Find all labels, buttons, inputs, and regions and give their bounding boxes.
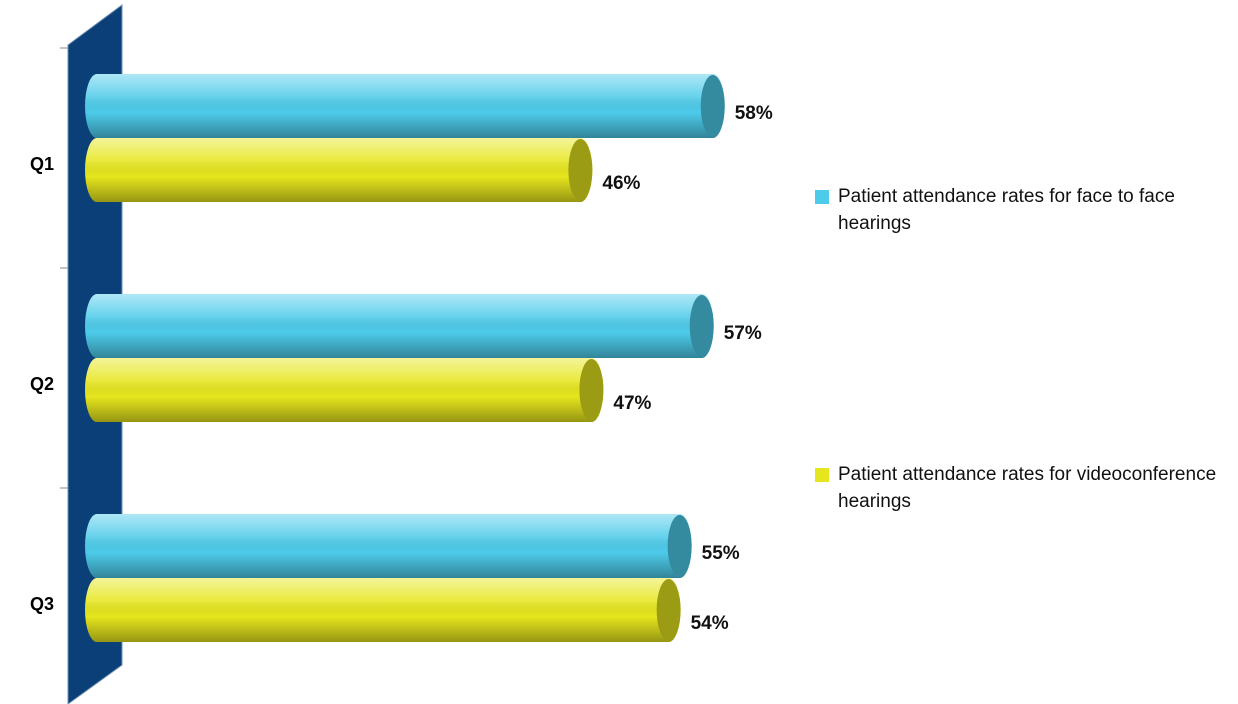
bar-shade bbox=[85, 294, 714, 358]
legend-label: Patient attendance rates for face to fac… bbox=[838, 186, 1175, 234]
legend-label: Patient attendance rates for videoconfer… bbox=[838, 464, 1217, 512]
legend-swatch bbox=[815, 190, 829, 204]
bar-end bbox=[568, 139, 593, 201]
bar-shade bbox=[85, 578, 681, 642]
bar-end bbox=[667, 515, 692, 577]
bar-shade bbox=[85, 74, 725, 138]
bar-end bbox=[579, 359, 604, 421]
legend-swatch bbox=[815, 468, 829, 482]
bar-shade bbox=[85, 514, 692, 578]
bar-shade bbox=[85, 358, 604, 422]
data-label: 58% bbox=[735, 103, 773, 124]
data-label: 57% bbox=[724, 323, 762, 344]
data-label: 54% bbox=[691, 613, 729, 634]
bar-end bbox=[700, 75, 725, 137]
data-label: 55% bbox=[702, 543, 740, 564]
bar-end bbox=[689, 295, 714, 357]
y-tick-label: Q2 bbox=[30, 374, 54, 394]
data-label: 46% bbox=[602, 173, 640, 194]
y-tick-label: Q3 bbox=[30, 594, 54, 614]
bar-end bbox=[656, 579, 681, 641]
data-label: 47% bbox=[613, 393, 651, 414]
bar-shade bbox=[85, 138, 593, 202]
y-tick-label: Q1 bbox=[30, 154, 54, 174]
